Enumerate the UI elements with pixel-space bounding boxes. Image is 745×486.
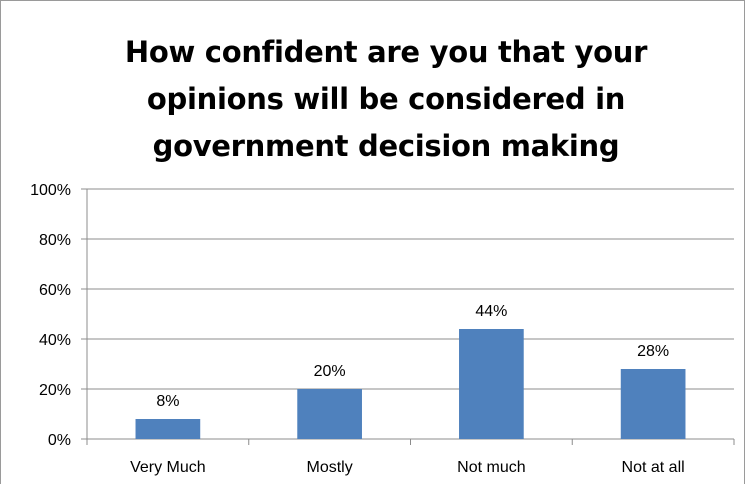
data-label: 8% (156, 393, 179, 410)
data-label: 28% (637, 343, 669, 360)
bar (620, 369, 686, 439)
chart-title-line-1: How confident are you that your (124, 35, 648, 69)
chart-title-line-2: opinions will be considered in (146, 82, 626, 116)
y-tick-label: 0% (48, 432, 71, 449)
x-category-label: Very Much (130, 459, 206, 476)
chart-title-line-3: government decision making (152, 129, 620, 163)
x-category-label: Not at all (622, 459, 685, 476)
chart-title: How confident are you that your opinions… (61, 29, 711, 170)
data-label: 44% (475, 303, 507, 320)
y-tick-label: 20% (39, 382, 71, 399)
bar (459, 329, 524, 439)
x-category-label: Not much (457, 459, 525, 476)
y-tick-label: 100% (30, 182, 71, 199)
bar (297, 389, 362, 439)
data-label: 20% (314, 363, 346, 380)
y-tick-label: 40% (39, 332, 71, 349)
y-tick-label: 80% (39, 232, 71, 249)
bar (135, 419, 201, 439)
x-category-label: Mostly (307, 459, 353, 476)
y-tick-label: 60% (39, 282, 71, 299)
